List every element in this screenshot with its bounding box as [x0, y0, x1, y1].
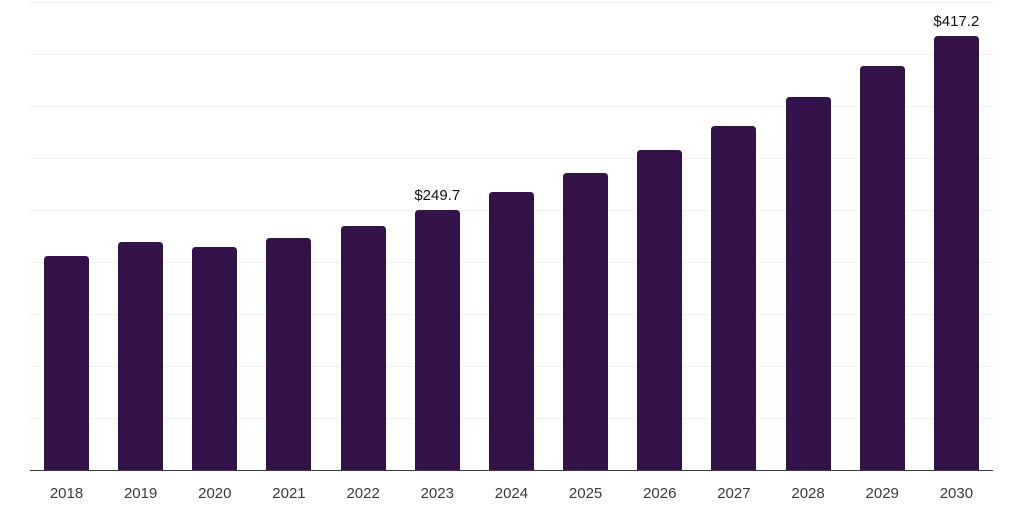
- bar-value-label-2023: $249.7: [414, 187, 461, 205]
- bar-2021: [266, 238, 312, 470]
- bar-slot-2027: [711, 2, 757, 470]
- gridline-400: [30, 54, 993, 55]
- x-tick-label-2026: 2026: [643, 485, 677, 502]
- bar-2028: [785, 96, 831, 470]
- bar-slot-2023: $249.7: [414, 2, 461, 470]
- plot-area: $249.7 $417.2: [30, 2, 993, 471]
- bar-value-label-2030: $417.2: [933, 13, 980, 31]
- bar-slot-2029: [859, 2, 905, 470]
- gridline-450: [30, 2, 993, 3]
- bar-2023: [414, 210, 460, 470]
- x-tick-label-2027: 2027: [717, 485, 751, 502]
- bar-slot-2020: [192, 2, 238, 470]
- bar-slot-2021: [266, 2, 312, 470]
- bar-slot-2030: $417.2: [933, 2, 980, 470]
- bar-slot-2026: [637, 2, 683, 470]
- x-tick-label-2018: 2018: [49, 485, 84, 502]
- x-tick-label-2030: 2030: [939, 485, 974, 502]
- x-tick-label-2021: 2021: [272, 485, 306, 502]
- x-tick-label-2029: 2029: [865, 485, 899, 502]
- x-tick-label-2022: 2022: [346, 485, 380, 502]
- bar-2027: [711, 125, 757, 470]
- x-tick-label-2023: 2023: [420, 485, 454, 502]
- bar-2018: [44, 255, 89, 470]
- bar-2019: [118, 242, 164, 470]
- bar-slot-2018: [44, 2, 89, 470]
- x-tick-label-2028: 2028: [791, 485, 825, 502]
- bar-2024: [488, 192, 534, 470]
- x-tick-label-2020: 2020: [198, 485, 232, 502]
- bar-slot-2019: [118, 2, 164, 470]
- gridline-350: [30, 106, 993, 107]
- bar-2022: [340, 225, 386, 470]
- x-tick-label-2024: 2024: [494, 485, 529, 502]
- bar-slot-2028: [785, 2, 831, 470]
- bar-slot-2025: [563, 2, 609, 470]
- bar-2030: [933, 36, 979, 470]
- bar-2020: [192, 247, 238, 470]
- x-tick-label-2019: 2019: [123, 485, 158, 502]
- bar-chart: $249.7 $417.2 2018 2019 2020 2021 2022 2023 202…: [30, 2, 993, 502]
- bar-slot-2022: [340, 2, 386, 470]
- bar-slot-2024: [488, 2, 534, 470]
- x-axis-labels: 2018 2019 2020 2021 2022 2023 2024 2025 2026 2027…: [30, 471, 993, 502]
- bar-2026: [637, 149, 683, 470]
- gridline-300: [30, 157, 993, 159]
- bar-2029: [859, 66, 905, 470]
- bars-container: $249.7 $417.2: [30, 2, 993, 470]
- bar-2025: [563, 172, 609, 470]
- x-tick-label-2025: 2025: [568, 485, 603, 502]
